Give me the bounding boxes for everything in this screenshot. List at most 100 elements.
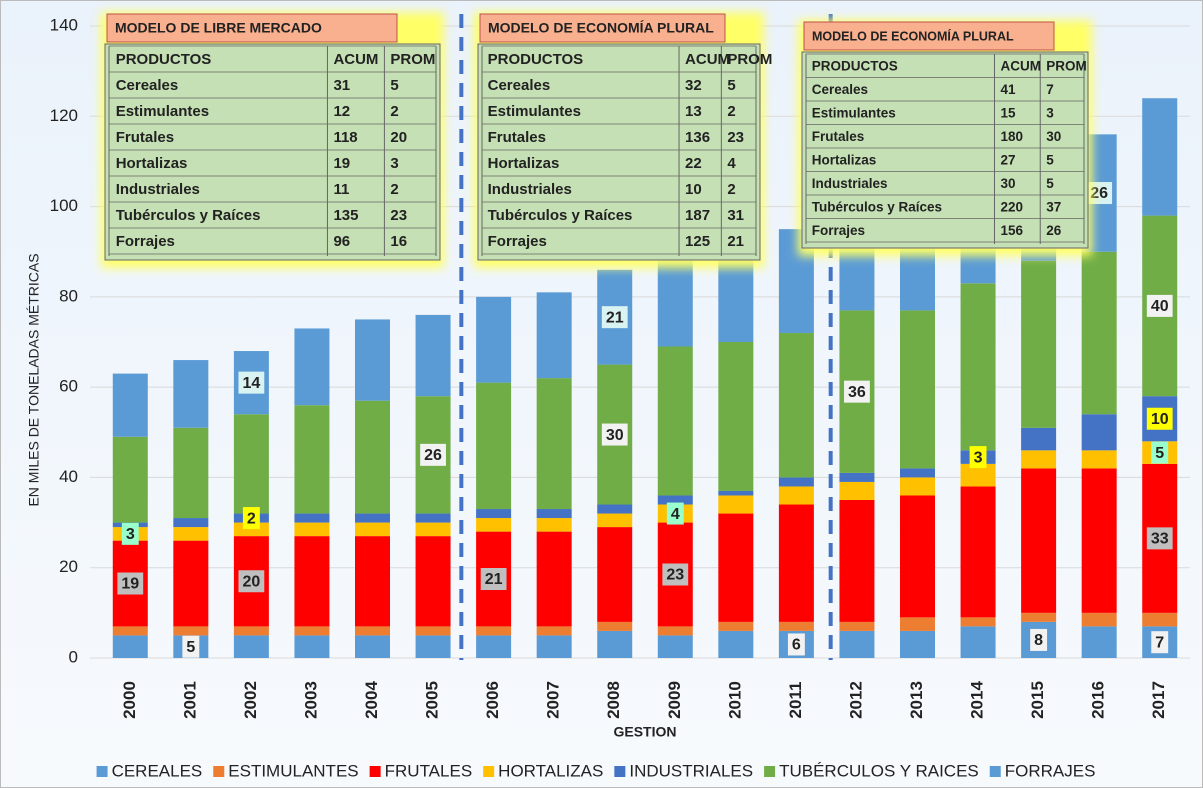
bar-segment xyxy=(536,626,572,636)
table-cell: Cereales xyxy=(116,77,179,94)
table-cell: 10 xyxy=(685,181,702,198)
bar-segment xyxy=(960,283,996,451)
bar-segment xyxy=(1081,468,1117,613)
bar-segment xyxy=(1021,450,1057,469)
table-cell: 3 xyxy=(1046,105,1054,120)
table-cell: 7 xyxy=(1046,82,1054,97)
bar-segment xyxy=(1021,468,1057,613)
bar-segment xyxy=(657,346,693,496)
table-cell: 11 xyxy=(333,181,349,198)
data-label-text: 20 xyxy=(242,573,260,590)
data-label-text: 19 xyxy=(121,576,139,593)
legend-label: FRUTALES xyxy=(385,761,473,780)
data-label-text: 4 xyxy=(671,506,680,523)
data-label-text: 3 xyxy=(974,449,983,466)
data-label-box xyxy=(242,507,260,530)
bar-segment xyxy=(597,513,633,528)
legend-label: CEREALES xyxy=(112,761,203,780)
bar-segment xyxy=(778,504,814,622)
bar-segment xyxy=(960,486,996,618)
data-label-text: 21 xyxy=(485,571,503,588)
data-label-box xyxy=(121,522,139,545)
bar-segment xyxy=(1142,98,1178,216)
x-tick-label: 2009 xyxy=(665,681,684,719)
bar-segment xyxy=(839,481,875,500)
table-cell: 30 xyxy=(1046,129,1061,144)
data-label: 14 xyxy=(238,371,265,394)
bar-segment xyxy=(1021,427,1057,451)
table-cell: 187 xyxy=(685,207,710,224)
table-cell: 2 xyxy=(727,181,735,198)
bar-segment xyxy=(476,626,512,636)
x-tick-label: 2001 xyxy=(180,681,199,719)
bar-segment xyxy=(355,522,390,537)
bar-segment xyxy=(778,477,814,487)
x-tick-label: 2010 xyxy=(725,681,744,719)
table-header: ACUM xyxy=(685,51,730,68)
table-cell: 15 xyxy=(1000,105,1016,120)
bar-segment xyxy=(657,495,693,505)
table-header: ACUM xyxy=(333,51,378,68)
table-cell: Estimulantes xyxy=(488,103,581,120)
bar-segment xyxy=(476,382,512,510)
data-label-text: 2 xyxy=(247,510,256,527)
table-cell: 4 xyxy=(727,155,736,172)
table-cell: 2 xyxy=(390,103,398,120)
table-cell: 27 xyxy=(1000,152,1015,167)
table-cell: 5 xyxy=(1046,152,1054,167)
bar-segment xyxy=(415,513,451,523)
data-label-box xyxy=(1151,631,1169,654)
data-label: 23 xyxy=(662,563,689,586)
table-cell: Cereales xyxy=(812,82,868,97)
legend-swatch xyxy=(989,766,1001,777)
table-cell: 118 xyxy=(333,129,357,146)
table-cell: Forrajes xyxy=(488,233,547,250)
table-cell: 13 xyxy=(685,103,702,120)
data-label-text: 30 xyxy=(606,427,624,444)
bar-segment xyxy=(233,626,269,636)
table-cell: Hortalizas xyxy=(812,152,877,167)
table-cell: Industriales xyxy=(812,176,888,191)
table-cell: 31 xyxy=(333,77,350,94)
table-header: PRODUCTOS xyxy=(488,51,584,68)
bar-segment xyxy=(536,635,572,658)
data-label-text: 8 xyxy=(1034,632,1043,649)
data-label-box xyxy=(666,502,684,525)
data-label-box xyxy=(1146,294,1173,317)
bar-segment xyxy=(476,509,512,519)
data-label-box xyxy=(117,572,144,595)
bar-segment xyxy=(536,292,572,379)
bar-segment xyxy=(112,373,148,437)
x-tick-label: 2017 xyxy=(1149,681,1168,719)
data-label: 26 xyxy=(1086,182,1113,205)
bar-segment xyxy=(900,630,935,658)
table-cell: 180 xyxy=(1000,129,1023,144)
data-label-text: 26 xyxy=(1090,185,1108,202)
table-cell: Hortalizas xyxy=(116,155,188,172)
x-tick-label: 2003 xyxy=(301,681,320,719)
y-axis-label: EN MILES DE TONELADAS MÉTRICAS xyxy=(26,253,42,506)
table-title-box xyxy=(106,13,398,43)
bar-segment xyxy=(1142,612,1178,627)
bar-segment xyxy=(718,342,754,491)
bar-segment xyxy=(597,621,633,631)
bar-segment xyxy=(173,518,209,528)
table-cell: 20 xyxy=(390,129,407,146)
x-tick-label: 2002 xyxy=(241,681,260,719)
bar-segment xyxy=(839,630,875,658)
legend-swatch xyxy=(369,766,381,777)
legend-swatch xyxy=(96,766,108,777)
data-label-text: 26 xyxy=(424,447,442,464)
bar-segment xyxy=(476,635,512,658)
bar-segment xyxy=(112,635,148,658)
table-header: PROM xyxy=(390,51,435,68)
table-cell: 2 xyxy=(727,103,735,120)
bar-segment xyxy=(476,518,512,532)
bar-segment xyxy=(839,500,875,622)
x-tick-label: 2012 xyxy=(846,681,865,719)
table-cell: Forrajes xyxy=(116,233,175,250)
table-cell: Tubérculos y Raíces xyxy=(812,199,942,214)
table-cell: Cereales xyxy=(488,77,551,94)
data-label: 3 xyxy=(121,522,139,545)
table-cell: 37 xyxy=(1046,199,1061,214)
